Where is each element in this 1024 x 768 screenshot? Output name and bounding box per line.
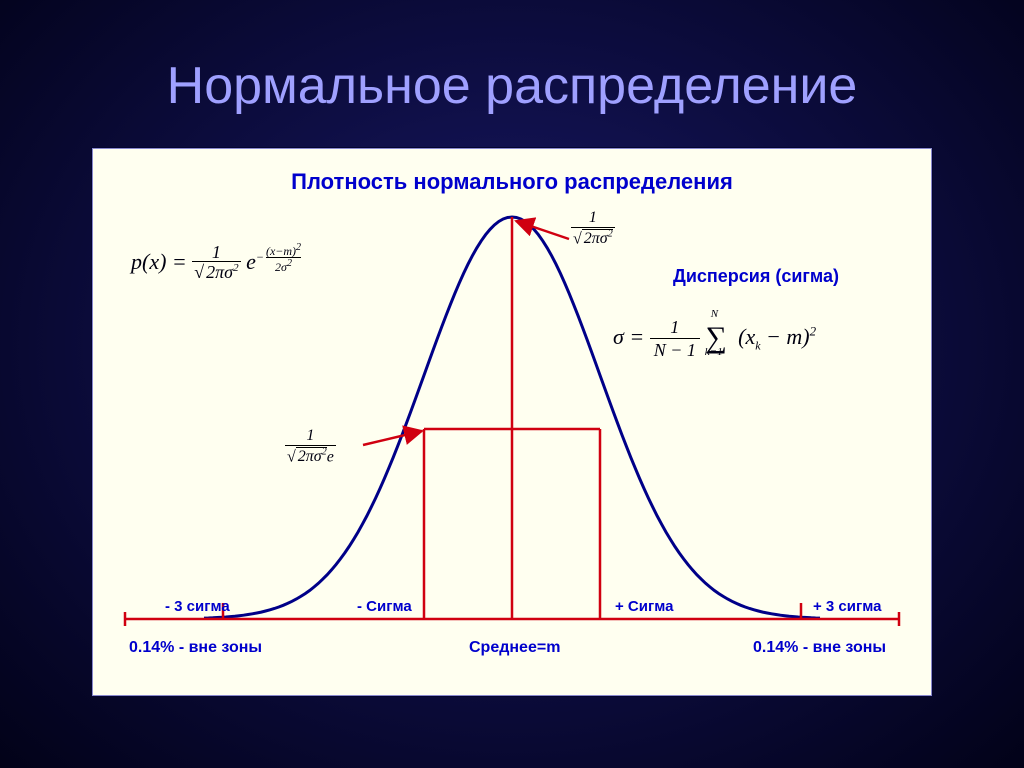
formula-peak-height: 1 √2πσ2 [571, 209, 615, 248]
slide-root: Нормальное распределение Плотность норма… [0, 0, 1024, 768]
label-plus-sigma: + Сигма [615, 598, 673, 615]
label-out-left: 0.14% - вне зоны [129, 639, 262, 657]
label-minus-3sigma: - 3 сигма [165, 598, 230, 615]
slide-title: Нормальное распределение [0, 56, 1024, 116]
label-plus-3sigma: + 3 сигма [813, 598, 882, 615]
formula-sigma: σ = 1 N − 1 ∑Nk=1 (xk − m)2 [613, 317, 828, 361]
formula-pdf: p(x) = 1 √2πσ2 e− (x−m)2 2σ2 [131, 243, 301, 283]
formula-inflection-height: 1 √2πσ2e [285, 427, 336, 466]
label-dispersion: Дисперсия (сигма) [673, 266, 839, 287]
label-mean: Среднее=m [469, 639, 560, 657]
label-minus-sigma: - Сигма [357, 598, 412, 615]
chart-frame: Плотность нормального распределения p(x)… [92, 148, 932, 696]
label-out-right: 0.14% - вне зоны [753, 639, 886, 657]
